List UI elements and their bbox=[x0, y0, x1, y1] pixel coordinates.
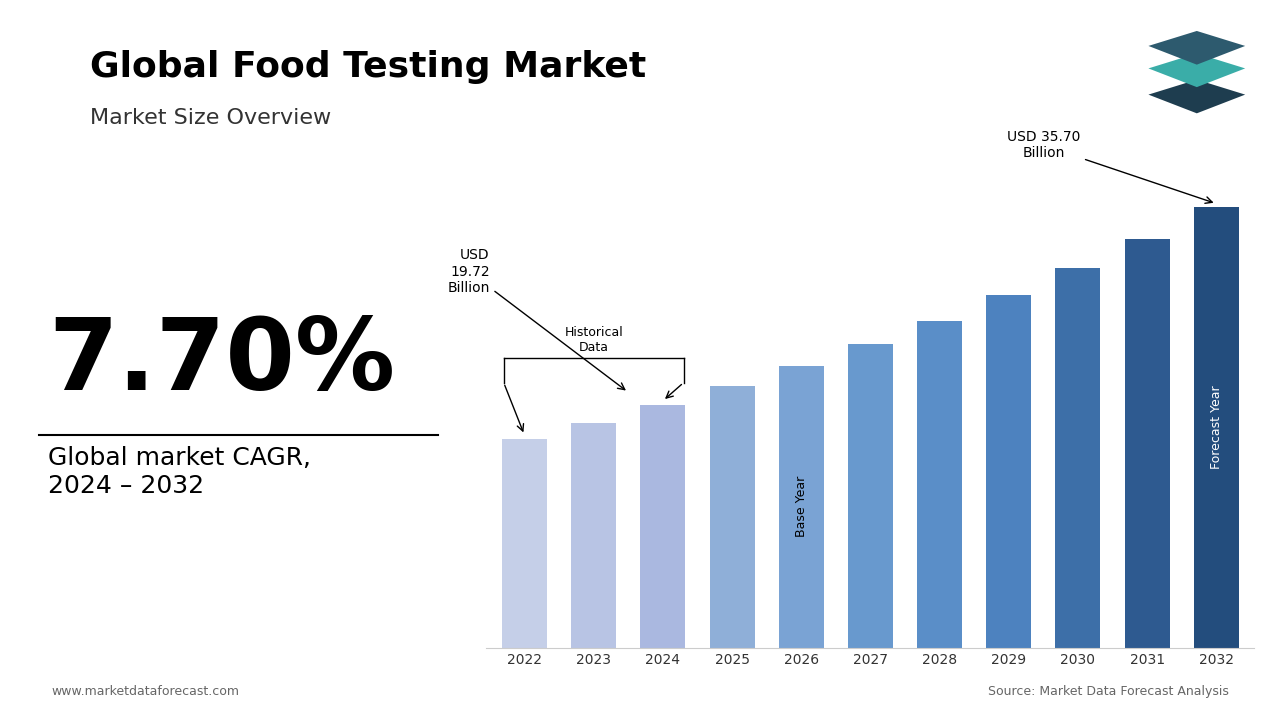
Polygon shape bbox=[1148, 53, 1245, 87]
Bar bbox=[778, 366, 824, 648]
Bar bbox=[987, 295, 1032, 648]
Polygon shape bbox=[1148, 80, 1245, 113]
Polygon shape bbox=[1148, 31, 1245, 65]
Text: Base Year: Base Year bbox=[795, 476, 808, 538]
Bar bbox=[571, 423, 616, 648]
Text: Market Size Overview: Market Size Overview bbox=[90, 108, 330, 128]
Bar bbox=[502, 438, 547, 648]
Text: USD
19.72
Billion: USD 19.72 Billion bbox=[448, 248, 625, 390]
Bar bbox=[1056, 268, 1101, 648]
Text: Global market CAGR,
2024 – 2032: Global market CAGR, 2024 – 2032 bbox=[49, 446, 311, 498]
Text: Global Food Testing Market: Global Food Testing Market bbox=[90, 50, 646, 84]
Bar bbox=[916, 320, 963, 648]
Text: 7.70%: 7.70% bbox=[49, 315, 396, 411]
Text: Source: Market Data Forecast Analysis: Source: Market Data Forecast Analysis bbox=[988, 685, 1229, 698]
Bar bbox=[640, 405, 685, 648]
Bar bbox=[1125, 239, 1170, 648]
Text: Forecast Year: Forecast Year bbox=[1210, 386, 1222, 469]
Text: Historical
Data: Historical Data bbox=[564, 326, 623, 354]
Bar bbox=[1194, 207, 1239, 648]
Bar bbox=[847, 344, 893, 648]
Bar bbox=[709, 386, 754, 648]
Text: www.marketdataforecast.com: www.marketdataforecast.com bbox=[51, 685, 239, 698]
Text: USD 35.70
Billion: USD 35.70 Billion bbox=[1006, 130, 1212, 203]
